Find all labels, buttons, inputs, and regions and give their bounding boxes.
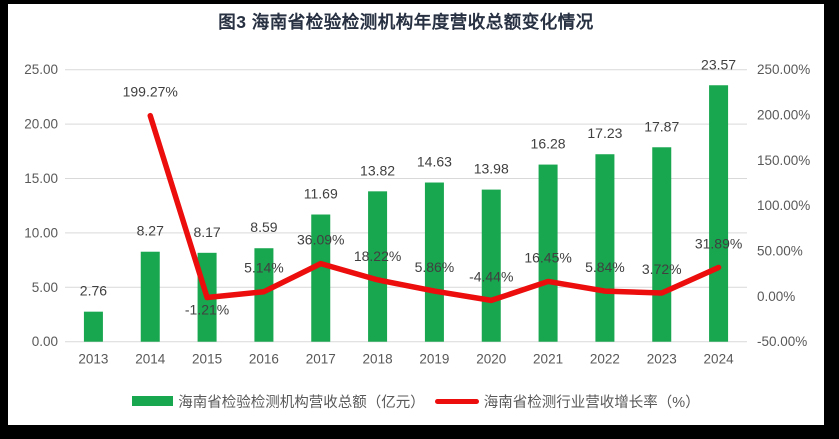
bar-label-2018: 13.82 — [360, 162, 395, 178]
legend: 海南省检验检测机构营收总额（亿元） 海南省检测行业营收增长率（%） — [8, 391, 824, 412]
x-axis-label-2015: 2015 — [192, 352, 222, 367]
y-axis-left-tick: 25.00 — [24, 62, 58, 77]
line-label-2018: 18.22% — [354, 248, 401, 264]
line-label-2019: 5.86% — [415, 259, 455, 275]
y-axis-left-tick: 5.00 — [32, 280, 58, 295]
bar-2016 — [254, 248, 274, 342]
line-label-2020: -4.44% — [469, 268, 513, 284]
bar-2013 — [83, 311, 103, 342]
y-axis-right-tick: 50.00% — [757, 244, 803, 259]
y-axis-right-tick: 150.00% — [757, 153, 810, 168]
x-axis-label-2013: 2013 — [78, 352, 108, 367]
x-axis-label-2014: 2014 — [135, 352, 166, 367]
y-axis-left-tick: 20.00 — [24, 117, 58, 132]
x-axis-label-2019: 2019 — [419, 352, 449, 367]
chart-title: 图3 海南省检验检测机构年度营收总额变化情况 — [218, 12, 594, 32]
bar-label-2015: 8.17 — [193, 224, 220, 240]
legend-swatch-bar-icon — [132, 396, 174, 406]
line-label-2022: 5.84% — [585, 259, 625, 275]
bar-2023 — [652, 147, 672, 342]
bar-2019 — [424, 182, 444, 342]
bar-2020 — [481, 189, 501, 342]
bar-label-2017: 11.69 — [304, 186, 338, 202]
bar-label-2013: 2.76 — [80, 283, 107, 299]
y-axis-right-tick: 0.00% — [757, 289, 795, 304]
bar-label-2019: 14.63 — [417, 154, 452, 170]
y-axis-left-tick: 0.00 — [32, 334, 58, 349]
legend-item-bar: 海南省检验检测机构营收总额（亿元） — [132, 391, 425, 412]
bar-2017 — [311, 214, 331, 342]
bar-label-2022: 17.23 — [587, 125, 622, 141]
x-axis-label-2023: 2023 — [647, 352, 677, 367]
bar-label-2020: 13.98 — [474, 161, 509, 177]
bar-label-2021: 16.28 — [531, 136, 566, 152]
bar-label-2024: 23.57 — [701, 56, 736, 72]
bar-2018 — [368, 191, 388, 342]
bar-2021 — [538, 164, 558, 342]
x-axis-label-2022: 2022 — [590, 352, 620, 367]
y-axis-right-tick: 200.00% — [757, 108, 810, 123]
legend-label: 海南省检测行业营收增长率（%） — [483, 394, 700, 411]
bar-label-2023: 17.87 — [644, 118, 679, 134]
bar-2024 — [709, 85, 729, 342]
y-axis-right-tick: -50.00% — [757, 334, 807, 349]
line-label-2015: -1.21% — [185, 301, 229, 317]
y-axis-right-tick: 100.00% — [757, 198, 810, 213]
plot-area: 2.76 8.27 8.17 8.59 11.69 13.82 14.63 13.98 16.2… — [24, 56, 810, 367]
line-label-2023: 3.72% — [642, 261, 682, 277]
y-axis-left-tick: 10.00 — [24, 225, 58, 240]
chart-canvas: 图3 海南省检验检测机构年度营收总额变化情况 2.76 8.27 8.17 8.59 1… — [8, 4, 824, 425]
x-axis-label-2024: 2024 — [704, 352, 735, 367]
bar-2022 — [595, 154, 615, 342]
x-axis-label-2017: 2017 — [306, 352, 336, 367]
bar-2014 — [140, 251, 160, 342]
x-axis-label-2020: 2020 — [476, 352, 506, 367]
x-axis-label-2016: 2016 — [249, 352, 279, 367]
line-label-2017: 36.09% — [297, 232, 344, 248]
line-label-2024: 31.89% — [695, 235, 742, 251]
legend-label: 海南省检验检测机构营收总额（亿元） — [178, 394, 425, 411]
line-label-2021: 16.45% — [524, 249, 571, 265]
bar-label-2016: 8.59 — [250, 219, 277, 235]
legend-item-line: 海南省检测行业营收增长率（%） — [434, 391, 700, 412]
legend-swatch-line-icon — [434, 398, 479, 404]
line-label-2016: 5.14% — [244, 260, 284, 276]
x-axis-label-2018: 2018 — [363, 352, 393, 367]
y-axis-left-tick: 15.00 — [24, 171, 58, 186]
x-axis-label-2021: 2021 — [533, 352, 563, 367]
line-label-2014: 199.27% — [123, 84, 178, 100]
bar-label-2014: 8.27 — [137, 223, 164, 239]
growth-rate-line — [147, 112, 722, 304]
y-axis-right-tick: 250.00% — [757, 62, 810, 77]
